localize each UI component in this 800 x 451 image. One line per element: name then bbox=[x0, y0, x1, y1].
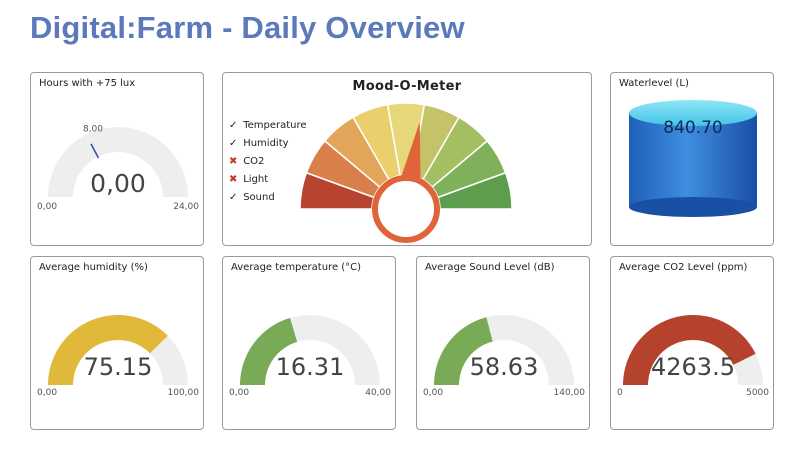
mood-legend-item: ✓ Sound bbox=[229, 189, 307, 207]
temperature-min: 0,00 bbox=[229, 388, 249, 398]
sound-max: 140,00 bbox=[554, 388, 586, 398]
mood-hub bbox=[372, 175, 440, 243]
waterlevel-title: Waterlevel (L) bbox=[619, 78, 689, 89]
check-icon: ✓ bbox=[229, 120, 238, 131]
sound-gauge: 58.63 0,00 140,00 bbox=[423, 315, 586, 398]
co2-gauge-fill bbox=[623, 315, 756, 385]
sound-title: Average Sound Level (dB) bbox=[425, 262, 555, 273]
hours-lux-value: 0,00 bbox=[90, 169, 146, 198]
co2-title: Average CO2 Level (ppm) bbox=[619, 262, 748, 273]
mood-meter-gauge bbox=[299, 102, 513, 243]
co2-min: 0 bbox=[617, 388, 623, 398]
hours-lux-card: Hours with +75 lux 8,00 0,00 0,00 24,00 bbox=[30, 72, 204, 246]
mood-legend-item: ✖ CO2 bbox=[229, 153, 307, 171]
co2-value: 4263.5 bbox=[651, 353, 735, 381]
humidity-value: 75.15 bbox=[84, 353, 153, 381]
cross-icon: ✖ bbox=[229, 174, 238, 185]
water-tank-surface bbox=[629, 100, 757, 126]
hours-lux-max: 24,00 bbox=[173, 202, 199, 212]
waterlevel-card: Waterlevel (L) 840.70 bbox=[610, 72, 774, 246]
hours-lux-target-label: 8,00 bbox=[83, 124, 103, 134]
mood-legend-label: Sound bbox=[243, 192, 275, 203]
humidity-min: 0,00 bbox=[37, 388, 57, 398]
humidity-gauge-fill bbox=[48, 315, 168, 385]
mood-legend-label: Temperature bbox=[243, 120, 307, 131]
waterlevel-value: 840.70 bbox=[663, 118, 722, 138]
temperature-gauge-fill bbox=[240, 317, 298, 385]
mood-legend-label: CO2 bbox=[243, 156, 265, 167]
sound-gauge-fill bbox=[434, 317, 493, 385]
mood-legend-item: ✓ Humidity bbox=[229, 135, 307, 153]
mood-meter-title: Mood-O-Meter bbox=[352, 79, 462, 94]
hours-lux-target-marker bbox=[90, 143, 100, 159]
temperature-max: 40,00 bbox=[365, 388, 391, 398]
humidity-gauge: 75.15 0,00 100,00 bbox=[37, 315, 200, 398]
mood-legend-label: Light bbox=[243, 174, 269, 185]
water-tank-body bbox=[629, 113, 757, 207]
temperature-title: Average temperature (°C) bbox=[231, 262, 362, 273]
cross-icon: ✖ bbox=[229, 156, 238, 167]
page-title: Digital:Farm - Daily Overview bbox=[30, 10, 465, 45]
temperature-card: Average temperature (°C) 16.31 0,00 40,00 bbox=[222, 256, 396, 430]
humidity-card: Average humidity (%) 75.15 0,00 100,00 bbox=[30, 256, 204, 430]
water-tank-bottom bbox=[629, 197, 757, 217]
sound-min: 0,00 bbox=[423, 388, 443, 398]
mood-legend: ✓ Temperature ✓ Humidity ✖ CO2 ✖ Light ✓ Sou… bbox=[229, 117, 307, 207]
mood-legend-item: ✓ Temperature bbox=[229, 117, 307, 135]
sound-value: 58.63 bbox=[470, 353, 539, 381]
hours-lux-gauge-track bbox=[48, 127, 188, 197]
humidity-max: 100,00 bbox=[168, 388, 200, 398]
hours-lux-title: Hours with +75 lux bbox=[39, 78, 136, 89]
mood-legend-item: ✖ Light bbox=[229, 171, 307, 189]
co2-gauge: 4263.5 0 5000 bbox=[617, 315, 769, 398]
check-icon: ✓ bbox=[229, 192, 238, 203]
co2-max: 5000 bbox=[746, 388, 769, 398]
mood-needle bbox=[400, 122, 421, 183]
hours-lux-gauge: 8,00 0,00 0,00 24,00 bbox=[37, 124, 199, 212]
water-tank: 840.70 bbox=[629, 100, 757, 217]
hours-lux-min: 0,00 bbox=[37, 202, 57, 212]
mood-legend-label: Humidity bbox=[243, 138, 289, 149]
check-icon: ✓ bbox=[229, 138, 238, 149]
mood-meter-card: Mood-O-Meter ✓ Temperature ✓ Humidity ✖ CO… bbox=[222, 72, 592, 246]
humidity-title: Average humidity (%) bbox=[39, 262, 148, 273]
temperature-gauge: 16.31 0,00 40,00 bbox=[229, 315, 391, 398]
co2-card: Average CO2 Level (ppm) 4263.5 0 5000 bbox=[610, 256, 774, 430]
sound-card: Average Sound Level (dB) 58.63 0,00 140,00 bbox=[416, 256, 590, 430]
temperature-value: 16.31 bbox=[276, 353, 345, 381]
